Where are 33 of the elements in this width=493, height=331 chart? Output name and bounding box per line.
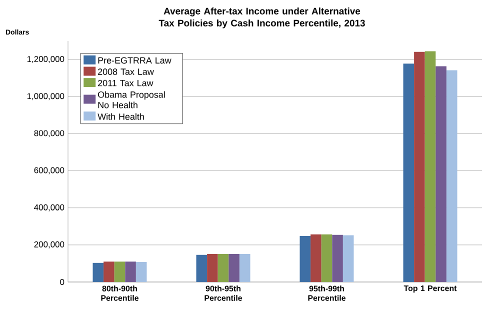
- bar: [436, 66, 446, 282]
- bar: [342, 235, 354, 282]
- bar: [136, 262, 147, 282]
- bar: [104, 262, 114, 282]
- legend-label: Obama Proposal No Health: [98, 91, 165, 108]
- bar: [92, 262, 104, 282]
- bar: [228, 254, 240, 282]
- legend-label: 2008 Tax Law: [98, 68, 154, 75]
- bar: [300, 236, 311, 282]
- y-tick-label: 1,200,000: [27, 56, 64, 64]
- y-tick-label: 400,000: [34, 204, 64, 212]
- bar: [321, 234, 332, 282]
- y-tick-label: 1,000,000: [27, 93, 64, 100]
- y-tick-label: 600,000: [34, 167, 64, 174]
- bar: [332, 234, 343, 282]
- bar: [125, 262, 136, 282]
- bar: [207, 254, 218, 282]
- bar: [239, 254, 250, 282]
- bar: [446, 70, 458, 282]
- chart-title: Average After-tax Income under Alternative Tax Policies by Cash Income Percentile, 2013: [158, 8, 365, 28]
- bar: [403, 64, 414, 282]
- bar: [218, 254, 229, 282]
- legend-label: Pre-EGTRRA Law: [98, 57, 172, 64]
- legend-label: 2011 Tax Law: [98, 80, 154, 86]
- bar: [114, 262, 126, 282]
- legend-label: With Health: [98, 113, 144, 120]
- y-tick-label: 200,000: [34, 241, 64, 248]
- bar: [424, 51, 436, 282]
- y-tick-label: 800,000: [34, 130, 64, 138]
- bar: [414, 52, 425, 282]
- bar: [196, 254, 208, 282]
- bar: [310, 234, 322, 282]
- y-tick-label: 0: [60, 279, 64, 285]
